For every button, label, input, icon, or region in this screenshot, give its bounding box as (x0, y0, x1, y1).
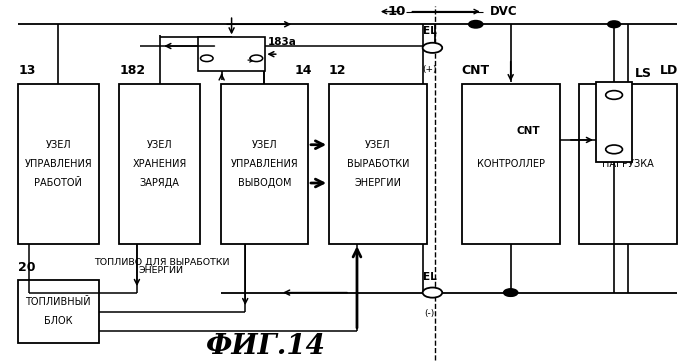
Text: CNT: CNT (462, 64, 490, 77)
Bar (329, 84, 427, 244)
Text: КОНТРОЛЛЕР: КОНТРОЛЛЕР (477, 159, 545, 169)
Text: УЗЕЛ: УЗЕЛ (147, 140, 172, 150)
Bar (596, 82, 632, 162)
Text: УПРАВЛЕНИЯ: УПРАВЛЕНИЯ (25, 159, 92, 169)
Circle shape (423, 288, 442, 298)
Text: ТОПЛИВНЫЙ: ТОПЛИВНЫЙ (25, 297, 91, 307)
Text: ЗАРЯДА: ЗАРЯДА (140, 178, 180, 188)
Text: 183a: 183a (267, 37, 296, 47)
Text: 12: 12 (329, 64, 346, 77)
Text: БЛОК: БЛОК (44, 316, 73, 326)
Text: ЭНЕРГИИ: ЭНЕРГИИ (354, 178, 401, 188)
Bar (579, 84, 677, 244)
Circle shape (606, 145, 622, 154)
Text: ВЫВОДОМ: ВЫВОДОМ (238, 178, 291, 188)
Text: LS: LS (635, 67, 652, 80)
Text: EL: EL (423, 26, 437, 36)
Bar (198, 37, 265, 71)
Circle shape (423, 43, 442, 53)
Text: ХРАНЕНИЯ: ХРАНЕНИЯ (132, 159, 187, 169)
Text: 20: 20 (18, 261, 36, 274)
Text: LD: LD (660, 64, 678, 77)
Circle shape (469, 21, 483, 28)
Circle shape (504, 289, 518, 296)
Text: ЭНЕРГИИ: ЭНЕРГИИ (139, 266, 184, 275)
Text: 14: 14 (294, 64, 312, 77)
Bar (462, 84, 559, 244)
Bar (18, 84, 99, 244)
Text: (-): (-) (424, 309, 435, 318)
Text: ФИГ.14: ФИГ.14 (206, 333, 326, 360)
Circle shape (200, 55, 213, 62)
Text: 10: 10 (388, 5, 406, 18)
Circle shape (608, 21, 620, 28)
Text: ТОПЛИВО ДЛЯ ВЫРАБОТКИ: ТОПЛИВО ДЛЯ ВЫРАБОТКИ (94, 257, 229, 266)
Text: УЗЕЛ: УЗЕЛ (365, 140, 391, 150)
Bar (18, 280, 99, 343)
Text: EL: EL (423, 272, 437, 282)
Text: ВЫРАБОТКИ: ВЫРАБОТКИ (346, 159, 410, 169)
Text: НАГРУЗКА: НАГРУЗКА (602, 159, 654, 169)
Bar (120, 84, 199, 244)
Text: 182: 182 (120, 64, 146, 77)
Text: CNT: CNT (517, 126, 540, 136)
Text: (+): (+) (422, 65, 437, 74)
Circle shape (505, 289, 517, 296)
Circle shape (606, 91, 622, 99)
Text: 13: 13 (18, 64, 36, 77)
Text: УЗЕЛ: УЗЕЛ (46, 140, 71, 150)
Text: DVC: DVC (490, 5, 517, 18)
Text: РАБОТОЙ: РАБОТОЙ (34, 178, 83, 188)
Circle shape (250, 55, 262, 62)
Text: УПРАВЛЕНИЯ: УПРАВЛЕНИЯ (230, 159, 298, 169)
Bar (220, 84, 308, 244)
Text: УЗЕЛ: УЗЕЛ (251, 140, 277, 150)
